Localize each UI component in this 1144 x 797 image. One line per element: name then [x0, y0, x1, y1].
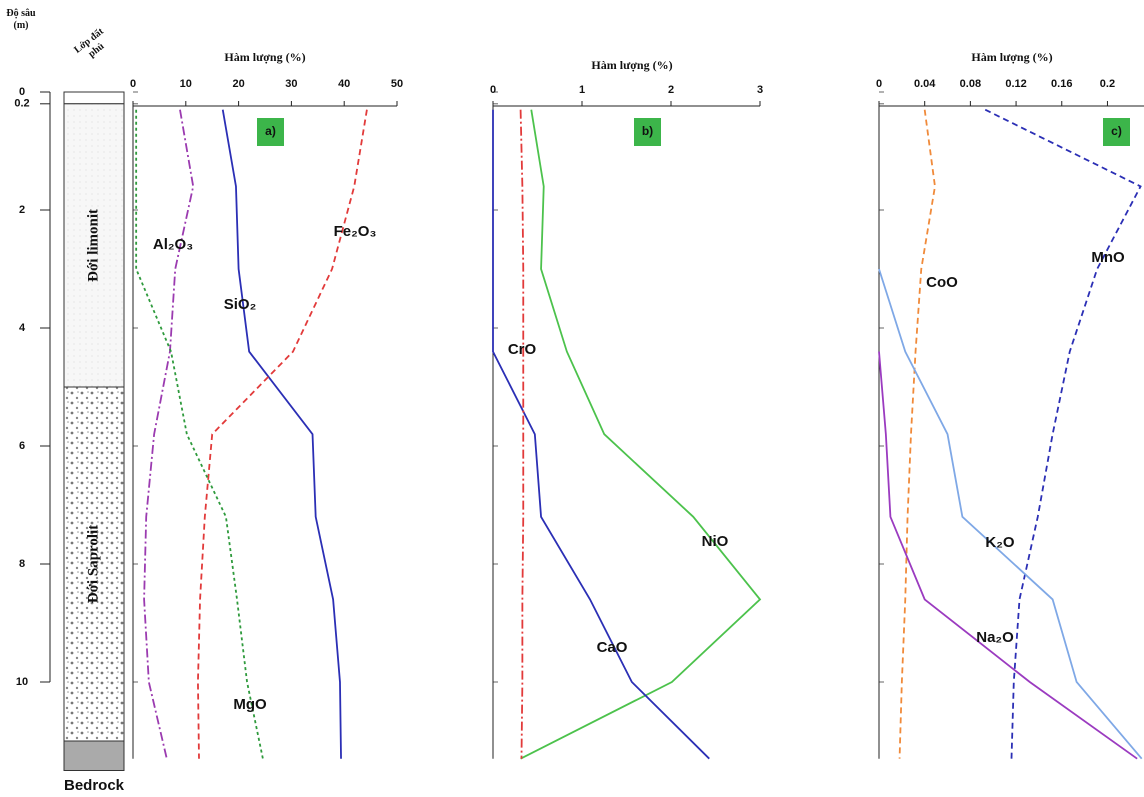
y-tick-label: 2 — [19, 204, 25, 216]
x-tick-label: 0 — [876, 78, 882, 90]
bedrock-label: Bedrock — [64, 777, 125, 794]
y-tick-label: 10 — [16, 676, 28, 688]
x-tick-label: 3 — [757, 84, 763, 96]
page: {"chart_data": [ {"type": "line", "panel… — [0, 0, 1144, 797]
series-label: MgO — [233, 696, 267, 713]
y-tick-label: 4 — [19, 322, 26, 334]
panel-label: a) — [265, 124, 276, 138]
x-axis-title: Hàm lượng (%) — [971, 50, 1052, 64]
series-label: CaO — [597, 639, 628, 656]
series-label: K₂O — [985, 534, 1014, 551]
x-tick-label: 0.04 — [914, 78, 936, 90]
x-tick-label: 0.2 — [1100, 78, 1115, 90]
series-line — [493, 110, 709, 759]
series-label: CoO — [926, 274, 958, 291]
series-label: MnO — [1091, 249, 1125, 266]
y-tick-label: 6 — [19, 440, 25, 452]
series-line — [879, 269, 1142, 759]
x-tick-label: 0 — [130, 78, 136, 90]
x-tick-label: 0.08 — [960, 78, 981, 90]
depth-axis-label: Độ sâu (m) — [6, 8, 36, 32]
series-line — [144, 110, 193, 759]
x-tick-label: 20 — [232, 78, 244, 90]
x-tick-label: 0.16 — [1051, 78, 1072, 90]
x-tick-label: 2 — [668, 84, 674, 96]
y-tick-label: 0 — [19, 86, 25, 98]
series-label: NiO — [702, 533, 729, 550]
y-tick-label: 0.2 — [14, 98, 29, 110]
y-tick-label: 8 — [19, 558, 25, 570]
series-line — [521, 110, 524, 759]
bedrock — [64, 741, 124, 771]
panel-label: c) — [1111, 124, 1122, 138]
series-label: Al₂O₃ — [153, 236, 193, 253]
series-label: SiO₂ — [224, 296, 257, 313]
series-line — [900, 110, 935, 759]
series-label: Fe₂O₃ — [334, 223, 377, 240]
zone-label: Đới Saprolit — [85, 525, 101, 603]
cover-layer — [64, 92, 124, 104]
series-line — [136, 110, 263, 759]
x-tick-label: 0 — [490, 84, 496, 96]
x-tick-label: 1 — [579, 84, 585, 96]
series-label: CrO — [508, 341, 537, 358]
series-line — [223, 110, 341, 759]
series-line — [198, 110, 367, 759]
series-line — [879, 352, 1137, 759]
figure: Đới limonitĐới SaprolitBedrock00.2246810… — [0, 0, 1144, 797]
x-tick-label: 0.12 — [1005, 78, 1026, 90]
series-line — [985, 110, 1140, 759]
x-axis-title: Hàm lượng (%) — [224, 50, 305, 64]
x-tick-label: 30 — [285, 78, 297, 90]
panel-label: b) — [642, 124, 653, 138]
x-tick-label: 40 — [338, 78, 350, 90]
x-axis-title: Hàm lượng (%) — [591, 58, 672, 72]
series-label: Na₂O — [976, 629, 1014, 646]
x-tick-label: 10 — [180, 78, 192, 90]
x-tick-label: 50 — [391, 78, 403, 90]
series-line — [521, 110, 760, 759]
zone-label: Đới limonit — [85, 209, 101, 282]
